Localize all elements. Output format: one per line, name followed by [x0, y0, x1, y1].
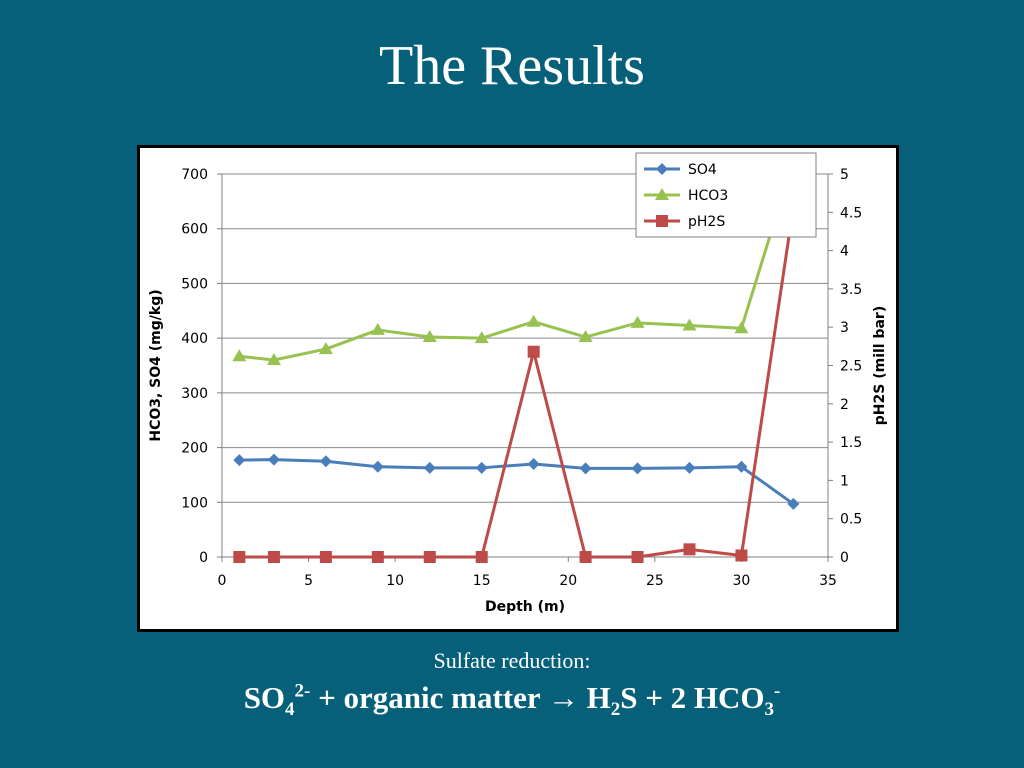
y-tick-label-0: 0 [199, 550, 208, 566]
x-axis-title: Depth (m) [485, 599, 565, 615]
legend-label-ph2s: pH2S [688, 214, 725, 230]
point-ph2s-9 [683, 543, 696, 556]
legend-marker-so4 [656, 163, 668, 175]
legend-label-hco3: HCO3 [688, 188, 728, 204]
point-ph2s-0 [233, 551, 246, 563]
series-line-hco3 [239, 159, 795, 362]
point-so4-11 [787, 497, 800, 510]
x-tick-label-0: 0 [218, 573, 227, 589]
eq-hco3-subscript: 3 [764, 699, 774, 721]
legend-label-so4: SO4 [688, 162, 717, 178]
point-so4-10 [735, 460, 748, 473]
y2-tick-label-0.5: 0.5 [840, 512, 862, 528]
point-hco3-9 [682, 318, 697, 331]
y2-tick-label-1: 1 [840, 473, 849, 489]
y2-tick-label-1.5: 1.5 [840, 435, 862, 451]
point-hco3-6 [526, 314, 541, 327]
x-tick-label-30: 30 [733, 573, 751, 589]
y-tick-label-700: 700 [181, 167, 208, 183]
legend-marker-hco3 [655, 188, 669, 200]
point-so4-4 [423, 461, 436, 474]
eq-so4-charge: 2- [294, 680, 311, 702]
point-ph2s-8 [631, 551, 644, 563]
legend-marker-ph2s [656, 215, 668, 227]
y-tick-label-100: 100 [181, 495, 208, 511]
y2-tick-label-2: 2 [840, 397, 849, 413]
point-hco3-10 [734, 321, 749, 334]
point-so4-7 [579, 462, 592, 475]
point-so4-9 [683, 461, 696, 474]
x-tick-label-25: 25 [646, 573, 664, 589]
x-tick-label-35: 35 [819, 573, 837, 589]
point-so4-2 [319, 455, 332, 468]
y-tick-label-500: 500 [181, 276, 208, 292]
point-so4-6 [527, 457, 540, 470]
legend: SO4 HCO3 pH2S [635, 152, 817, 238]
caption: Sulfate reduction: [433, 648, 591, 673]
slide-title: The Results [379, 35, 645, 97]
point-ph2s-10 [735, 549, 748, 562]
point-ph2s-6 [527, 345, 540, 358]
point-so4-8 [631, 462, 644, 475]
x-tick-label-20: 20 [559, 573, 577, 589]
point-hco3-7 [578, 330, 593, 343]
y2-axis-title: pH2S (mill bar) [872, 306, 888, 425]
y2-tick-label-5: 5 [840, 167, 849, 183]
x-tick-label-15: 15 [473, 573, 491, 589]
x-tick-label-10: 10 [386, 573, 404, 589]
eq-middle: + organic matter → H [310, 680, 611, 715]
y-tick-label-400: 400 [181, 331, 208, 347]
point-ph2s-7 [579, 551, 592, 563]
y2-tick-label-0: 0 [840, 550, 849, 566]
point-so4-3 [371, 460, 384, 473]
point-hco3-0 [232, 349, 247, 362]
y-axis-title: HCO3, SO4 (mg/kg) [148, 289, 164, 441]
y2-tick-label-4: 4 [840, 244, 849, 260]
point-hco3-8 [630, 315, 645, 328]
y-tick-label-600: 600 [181, 222, 208, 238]
series [232, 153, 801, 563]
point-hco3-2 [318, 342, 333, 355]
y2-tick-label-4.5: 4.5 [840, 205, 862, 221]
chart-frame: 0 100 200 300 400 500 600 700 0 5 10 15 20 25 30 35 0 0.5… [137, 145, 899, 632]
reaction-equation: SO42- + organic matter → H2S + 2 HCO3- [0, 680, 1024, 721]
point-hco3-1 [266, 353, 281, 366]
point-ph2s-2 [319, 551, 332, 563]
y2-tick-label-3.5: 3.5 [840, 282, 862, 298]
y2-tick-label-2.5: 2.5 [840, 359, 862, 375]
eq-hco3-charge: - [773, 680, 781, 702]
y-tick-label-300: 300 [181, 386, 208, 402]
y2-tick-label-3: 3 [840, 320, 849, 336]
eq-so4: SO [243, 680, 286, 715]
x-tick-label-5: 5 [304, 573, 313, 589]
point-ph2s-4 [423, 551, 436, 563]
point-hco3-5 [474, 331, 489, 344]
series-line-ph2s [239, 206, 795, 559]
series-line-so4 [239, 458, 795, 506]
point-so4-5 [475, 461, 488, 474]
eq-hco3: S + 2 HCO [620, 680, 765, 715]
point-hco3-4 [422, 330, 437, 343]
y-tick-label-200: 200 [181, 441, 208, 457]
eq-so4-subscript: 4 [285, 699, 295, 721]
point-ph2s-3 [371, 551, 384, 563]
point-ph2s-1 [267, 551, 280, 563]
point-ph2s-5 [475, 551, 488, 563]
point-so4-1 [267, 453, 280, 466]
point-hco3-3 [370, 322, 385, 335]
eq-h2s-subscript: 2 [610, 699, 621, 721]
point-so4-0 [233, 454, 246, 467]
